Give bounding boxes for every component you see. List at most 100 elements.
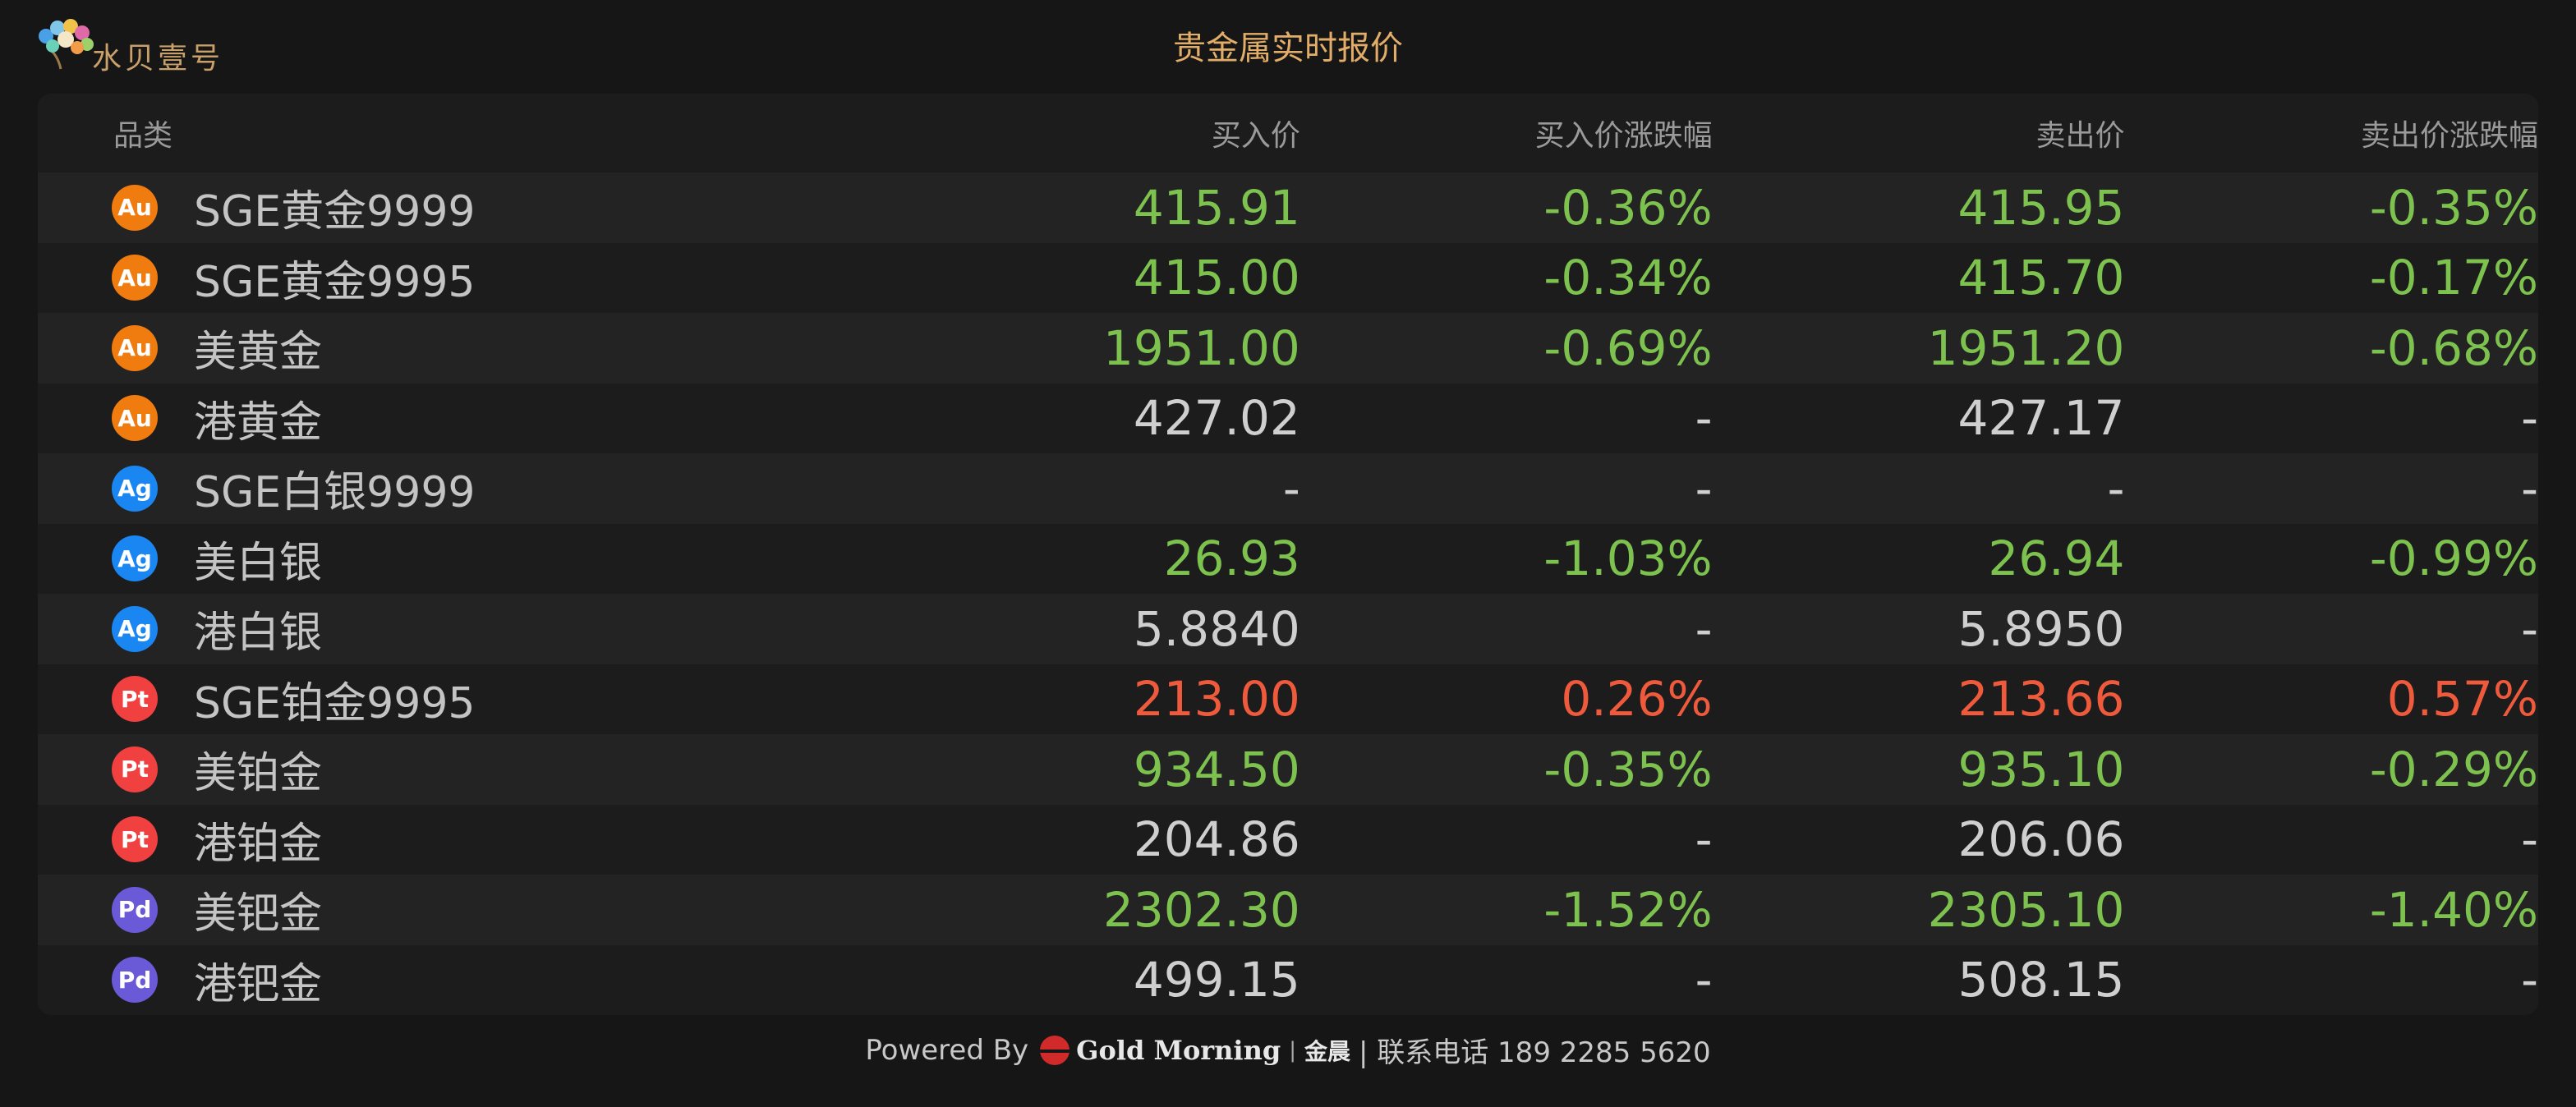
sell-price: 415.95 — [1957, 179, 2125, 236]
row-name-cell: Pd 港钯金 — [38, 949, 936, 1011]
brand-name-cn: 金晨 — [1304, 1037, 1350, 1065]
sell-price: - — [2107, 460, 2125, 517]
product-name: SGE黄金9995 — [194, 257, 476, 307]
sell-change: -0.17% — [2369, 250, 2538, 306]
sell-change: -0.35% — [2369, 179, 2538, 236]
header-buy: 买入价 — [1211, 119, 1300, 153]
table-row: Pd 美钯金 2302.30 -1.52% 2305.10 -1.40% — [38, 875, 2538, 945]
buy-price: - — [1282, 460, 1300, 517]
sell-change: -0.29% — [2369, 741, 2538, 797]
header-name: 品类 — [113, 119, 173, 153]
sell-price: 508.15 — [1957, 952, 2125, 1008]
row-name-cell: Au SGE黄金9999 — [38, 177, 936, 238]
footer: Powered By Gold Morning | 金晨 | 联系电话 189 … — [0, 1030, 2576, 1070]
buy-change: -0.35% — [1543, 741, 1713, 797]
table-row: Ag 港白银 5.8840 - 5.8950 - — [38, 594, 2538, 664]
sell-price: 206.06 — [1957, 811, 2125, 868]
buy-change: 0.26% — [1561, 671, 1713, 728]
buy-price: 213.00 — [1133, 671, 1300, 728]
table-row: Au 美黄金 1951.00 -0.69% 1951.20 -0.68% — [38, 313, 2538, 384]
sell-change: - — [2521, 811, 2538, 868]
buy-price: 499.15 — [1133, 952, 1300, 1008]
buy-price: 1951.00 — [1102, 319, 1300, 376]
header-buy-change: 买入价涨跌幅 — [1534, 119, 1713, 153]
product-name: 港白银 — [194, 609, 323, 659]
buy-change: - — [1695, 460, 1713, 517]
brand-name-en: Gold Morning — [1076, 1034, 1281, 1066]
sell-change: - — [2521, 460, 2538, 517]
row-name-cell: Ag 美白银 — [38, 528, 936, 590]
header-sell-change: 卖出价涨跌幅 — [2360, 119, 2538, 153]
sell-change: 0.57% — [2386, 671, 2538, 728]
row-name-cell: Au 港黄金 — [38, 388, 936, 449]
logo-text: 水贝壹号 — [92, 42, 224, 76]
row-name-cell: Ag SGE白银9999 — [38, 457, 936, 519]
row-name-cell: Pd 美钯金 — [38, 879, 936, 940]
sell-price: 213.66 — [1957, 671, 2125, 728]
product-name: 美白银 — [194, 538, 323, 588]
buy-price: 427.02 — [1133, 390, 1300, 447]
product-name: SGE黄金9999 — [194, 187, 476, 237]
sell-change: - — [2521, 390, 2538, 447]
sell-price: 5.8950 — [1957, 600, 2125, 657]
table-row: Pt SGE铂金9995 213.00 0.26% 213.66 0.57% — [38, 664, 2538, 735]
row-name-cell: Pt SGE铂金9995 — [38, 668, 936, 730]
product-name: 美铂金 — [194, 749, 323, 799]
page-title: 贵金属实时报价 — [1173, 30, 1403, 67]
brand-separator: | — [1289, 1037, 1296, 1063]
quote-table: 品类 买入价 买入价涨跌幅 卖出价 卖出价涨跌幅 Au SGE黄金9999 415.… — [38, 94, 2538, 1015]
table-row: Au SGE黄金9999 415.91 -0.36% 415.95 -0.35% — [38, 172, 2538, 243]
sell-change: -1.40% — [2369, 881, 2538, 938]
header-sell: 卖出价 — [2036, 119, 2125, 153]
buy-change: -0.69% — [1543, 319, 1713, 376]
gold-morning-logo-icon — [1040, 1035, 1070, 1065]
sell-change: -0.68% — [2369, 319, 2538, 376]
buy-change: - — [1695, 811, 1713, 868]
table-row: Pd 港钯金 499.15 - 508.15 - — [38, 945, 2538, 1016]
sell-price: 2305.10 — [1927, 881, 2125, 938]
row-name-cell: Ag 港白银 — [38, 598, 936, 659]
sell-change: - — [2521, 600, 2538, 657]
row-name-cell: Pt 港铂金 — [38, 809, 936, 870]
peacock-logo-icon — [39, 19, 94, 70]
buy-price: 2302.30 — [1102, 881, 1300, 938]
buy-price: 415.00 — [1133, 250, 1300, 306]
product-name: 港钯金 — [194, 959, 323, 1009]
table-row: Au SGE黄金9995 415.00 -0.34% 415.70 -0.17% — [38, 243, 2538, 314]
buy-change: -0.34% — [1543, 250, 1713, 306]
table-row: Au 港黄金 427.02 - 427.17 - — [38, 384, 2538, 454]
sell-change: -0.99% — [2369, 531, 2538, 587]
buy-change: - — [1695, 952, 1713, 1008]
buy-change: - — [1695, 390, 1713, 447]
table-row: Ag 美白银 26.93 -1.03% 26.94 -0.99% — [38, 524, 2538, 595]
buy-change: -1.52% — [1543, 881, 1713, 938]
product-name: SGE铂金9995 — [194, 678, 476, 728]
metal-badge-icon: Pd — [112, 886, 158, 933]
metal-badge-icon: Pt — [112, 746, 158, 792]
buy-change: -1.03% — [1543, 531, 1713, 587]
metal-badge-icon: Pt — [112, 816, 158, 863]
table-row: Ag SGE白银9999 - - - - — [38, 453, 2538, 524]
row-name-cell: Au SGE黄金9995 — [38, 247, 936, 309]
row-name-cell: Pt 美铂金 — [38, 738, 936, 800]
sell-price: 415.70 — [1957, 250, 2125, 306]
metal-badge-icon: Ag — [112, 535, 158, 582]
product-name: 港黄金 — [194, 397, 323, 448]
product-name: 美钯金 — [194, 889, 323, 939]
powered-by-text: Powered By — [865, 1033, 1029, 1067]
row-name-cell: Au 美黄金 — [38, 317, 936, 379]
buy-price: 934.50 — [1133, 741, 1300, 797]
contact-phone: | 联系电话 189 2285 5620 — [1358, 1036, 1711, 1069]
sell-price: 935.10 — [1957, 741, 2125, 797]
table-body: Au SGE黄金9999 415.91 -0.36% 415.95 -0.35% Au SGE… — [38, 172, 2538, 1015]
buy-change: - — [1695, 600, 1713, 657]
sell-price: 427.17 — [1957, 390, 2125, 447]
table-row: Pt 港铂金 204.86 - 206.06 - — [38, 805, 2538, 875]
metal-badge-icon: Au — [112, 395, 158, 442]
buy-price: 415.91 — [1133, 179, 1300, 236]
metal-badge-icon: Au — [112, 255, 158, 301]
metal-badge-icon: Pd — [112, 957, 158, 1004]
sell-price: 26.94 — [1988, 531, 2125, 587]
brand-logo: 水贝壹号 — [36, 15, 223, 80]
metal-badge-icon: Au — [112, 184, 158, 231]
